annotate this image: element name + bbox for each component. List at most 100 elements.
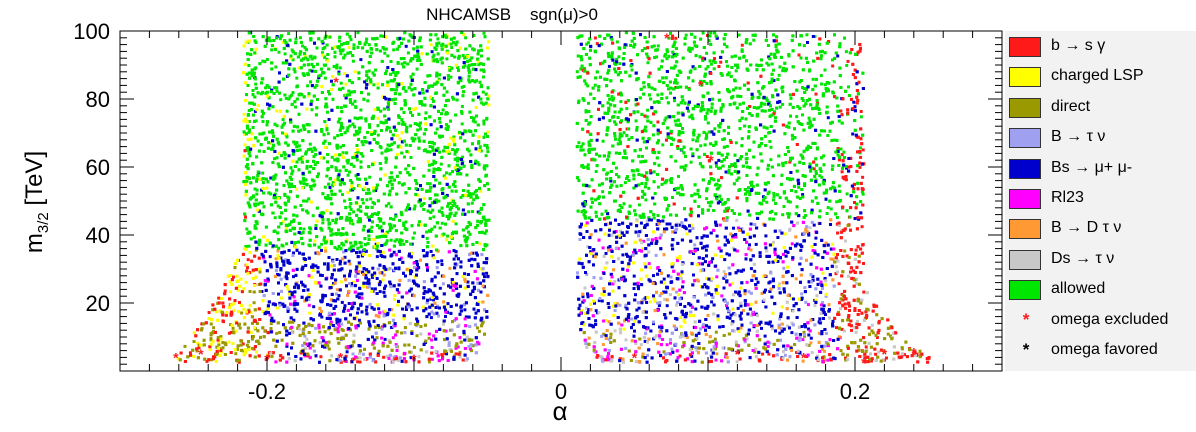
data-point [814,298,818,302]
data-point [389,238,393,242]
data-point [295,187,299,191]
data-point [487,188,491,191]
data-point [595,355,599,359]
data-point [722,276,726,280]
data-point [293,299,297,303]
data-point [776,260,780,263]
data-point [358,352,362,355]
data-point [634,293,637,297]
data-point [330,88,334,91]
data-point [227,340,231,344]
data-point [693,44,697,48]
data-point [625,107,629,111]
data-point [227,331,231,335]
data-point [417,220,421,224]
data-point [459,195,463,199]
data-point [668,311,672,315]
data-point [647,262,651,266]
data-point [460,85,464,89]
data-point [753,350,757,354]
data-point [478,145,482,149]
data-point [798,197,802,200]
data-point [587,184,591,188]
data-point [394,343,398,347]
data-point [382,269,386,273]
data-point [197,346,201,350]
data-point [844,50,848,54]
data-point [778,282,781,286]
data-point [809,341,813,345]
data-point [875,336,879,339]
data-point [347,302,351,305]
data-point [473,161,477,165]
data-point [426,182,430,186]
data-point [793,163,797,167]
data-point [637,203,641,207]
data-point [425,236,429,240]
data-point [836,54,840,58]
data-point [840,153,844,156]
data-point [637,306,641,310]
data-point [340,124,344,128]
data-point [256,139,260,143]
data-point [851,132,855,136]
data-point [714,142,718,146]
data-point [486,150,490,154]
data-point [714,330,718,334]
data-point [483,164,486,168]
data-point [802,44,806,48]
data-point [843,249,847,253]
data-point [364,308,368,312]
data-point [702,79,706,83]
data-point [819,303,823,307]
data-point [807,327,811,331]
data-point [607,337,611,341]
data-point [441,282,445,286]
data-point [736,226,740,230]
data-point [469,116,473,119]
data-point [232,275,235,279]
data-point [762,195,765,199]
data-point [669,341,672,345]
data-point [705,155,709,158]
data-point [281,220,285,223]
data-point [470,257,474,261]
data-point [747,247,751,251]
data-point [321,51,324,55]
data-point [335,288,339,292]
data-point [306,84,310,88]
data-point [790,242,794,246]
data-point [449,75,453,79]
data-point [248,250,252,254]
data-point [613,134,617,138]
data-point [286,287,290,291]
data-point [618,204,622,207]
data-point [822,304,826,308]
data-point [684,33,688,37]
data-point [713,127,717,131]
data-point [482,261,486,265]
data-point [453,318,456,322]
data-point [597,299,601,303]
data-point [852,187,856,191]
data-point [683,42,687,46]
data-point [755,212,759,216]
data-point [428,74,432,78]
data-point [397,291,401,294]
data-point [806,303,810,307]
data-point [379,109,383,113]
data-point [765,200,769,204]
data-point [723,258,727,262]
data-point [718,223,722,227]
data-point [714,161,718,165]
data-point [678,354,682,358]
data-point [586,41,590,45]
data-point [479,267,483,271]
data-point [586,245,590,249]
data-point [753,269,757,273]
data-point [284,96,288,100]
data-point [400,62,404,66]
data-point [321,41,325,45]
data-point [255,179,258,183]
data-point [639,343,643,347]
